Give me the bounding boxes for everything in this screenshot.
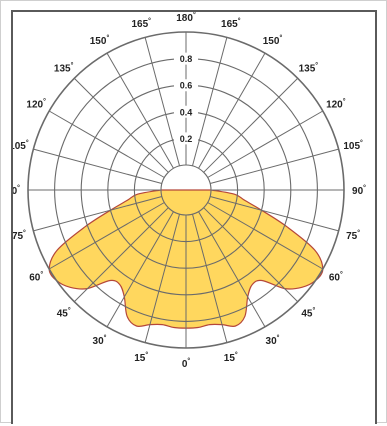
radial-tick-label: 0.6 <box>180 81 193 91</box>
radial-label-bg <box>174 79 198 92</box>
grid-spoke <box>33 148 162 185</box>
grid-spoke <box>191 214 228 343</box>
radial-tick-label: 0.2 <box>180 134 193 144</box>
grid-spoke <box>198 211 266 328</box>
angle-label: 135° <box>54 62 74 75</box>
grid-spoke <box>73 207 169 303</box>
angle-label: 90° <box>352 184 366 197</box>
radial-label-bg <box>174 52 198 65</box>
grid-spoke <box>210 148 339 185</box>
grid-spoke <box>33 195 162 232</box>
grid-spoke <box>48 202 165 270</box>
grid-spoke <box>106 52 174 169</box>
angle-label: 165° <box>131 17 151 30</box>
angle-label: 15° <box>224 351 238 364</box>
angle-label: 135° <box>299 62 319 75</box>
angle-label: 45° <box>301 306 315 319</box>
angle-label: 105° <box>13 139 29 152</box>
angle-label: 30° <box>93 334 107 347</box>
angle-label: 60° <box>329 271 343 284</box>
polar-chart: 0.2 0.4 0.6 0.8 180° 165° 150° 135° 120° 105° 90° 7… <box>13 12 366 370</box>
grid-spoke <box>210 195 339 232</box>
grid-spoke <box>198 52 266 169</box>
angle-label: 30° <box>266 334 280 347</box>
chart-panel: 0.2 0.4 0.6 0.8 180° 165° 150° 135° 120° 105° 90° 7… <box>11 10 377 424</box>
angle-label: 0° <box>182 357 191 370</box>
angle-label: 90° <box>13 184 20 197</box>
grid-spoke <box>48 110 165 178</box>
grid-spoke <box>207 110 324 178</box>
grid-spoke <box>144 37 181 166</box>
radial-label-bg <box>174 132 198 145</box>
angle-label: 105° <box>343 139 363 152</box>
angle-label: 60° <box>29 271 43 284</box>
angle-label: 150° <box>263 34 283 47</box>
grid-spoke <box>203 207 299 303</box>
grid-spoke <box>191 37 228 166</box>
angle-label: 150° <box>90 34 110 47</box>
radial-label-bg <box>174 105 198 118</box>
grid-spoke <box>106 211 174 328</box>
grid-spoke <box>73 77 169 173</box>
grid-spoke <box>203 77 299 173</box>
angle-label: 75° <box>13 229 26 242</box>
radial-tick-label: 0.4 <box>180 107 193 117</box>
angle-label: 180° <box>176 12 196 24</box>
angle-label: 120° <box>326 98 346 111</box>
angle-label: 75° <box>346 229 360 242</box>
grid-spoke <box>207 202 324 270</box>
radial-tick-label: 0.8 <box>180 54 193 64</box>
angle-label: 45° <box>57 306 71 319</box>
grid-spoke <box>144 214 181 343</box>
angle-label: 165° <box>221 17 241 30</box>
angle-label: 120° <box>26 98 46 111</box>
angle-label: 15° <box>134 351 148 364</box>
